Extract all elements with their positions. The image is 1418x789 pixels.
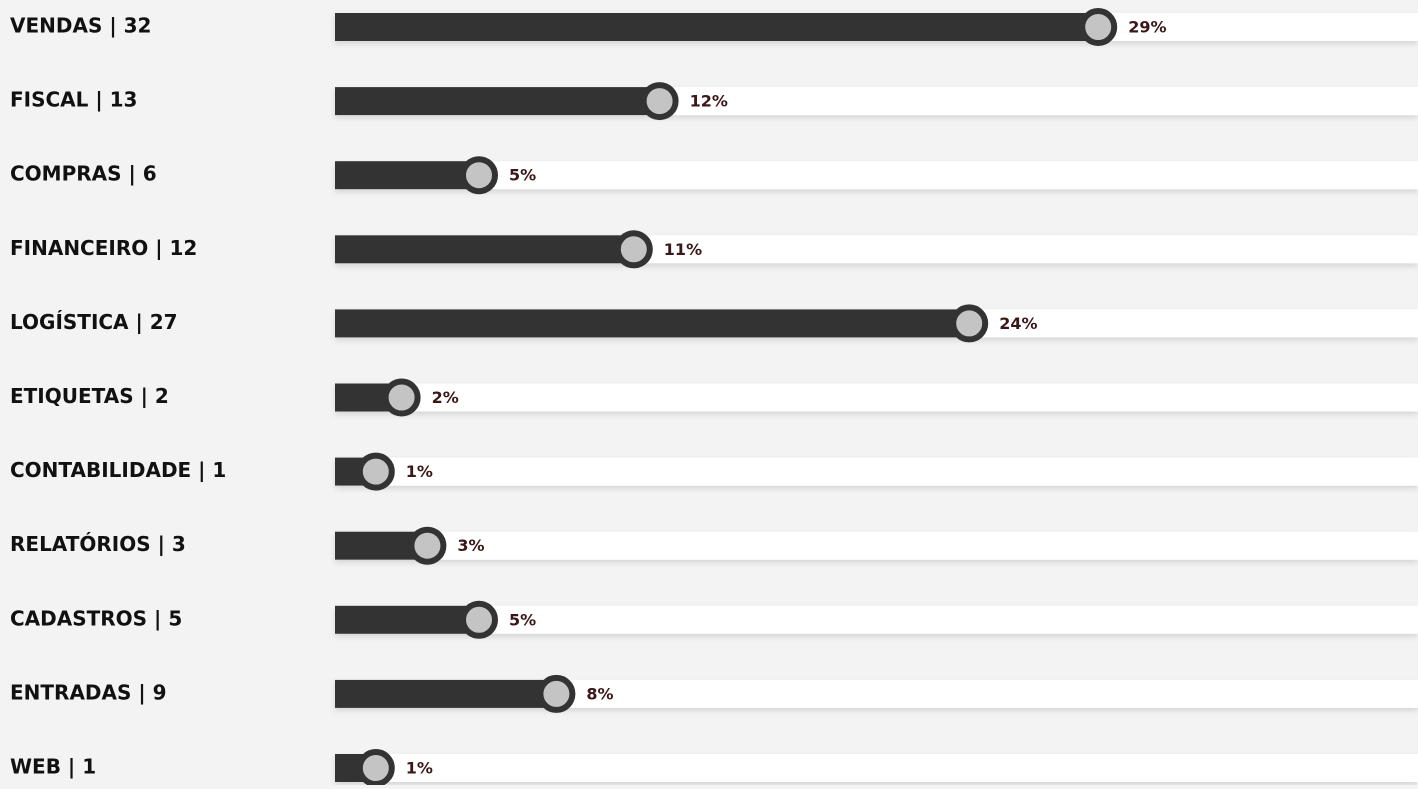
value-label: 12% xyxy=(690,92,728,111)
value-label: 24% xyxy=(999,314,1037,333)
knob xyxy=(356,452,395,491)
knob xyxy=(460,600,498,639)
bar xyxy=(335,605,479,634)
knob xyxy=(950,304,989,343)
category-label: VENDAS | 32 xyxy=(10,14,151,38)
category-label: CONTABILIDADE | 1 xyxy=(10,458,226,482)
category-label: LOGÍSTICA | 27 xyxy=(10,310,178,334)
bar xyxy=(335,679,557,708)
knob xyxy=(614,230,653,269)
category-label: COMPRAS | 6 xyxy=(10,162,157,186)
value-label: 5% xyxy=(509,610,536,629)
category-label: FISCAL | 13 xyxy=(10,88,137,112)
bar xyxy=(335,13,1099,41)
track xyxy=(335,457,1418,486)
track xyxy=(335,531,1418,560)
bar xyxy=(335,309,970,338)
value-label: 5% xyxy=(509,166,536,185)
knob xyxy=(460,156,498,195)
track xyxy=(335,754,1418,782)
category-label: RELATÓRIOS | 3 xyxy=(10,532,186,556)
category-label: FINANCEIRO | 12 xyxy=(10,236,197,260)
value-label: 8% xyxy=(586,684,613,703)
value-label: 11% xyxy=(664,240,702,259)
knob xyxy=(1079,8,1118,46)
knob xyxy=(382,378,421,417)
category-label: ETIQUETAS | 2 xyxy=(10,384,169,408)
category-label: CADASTROS | 5 xyxy=(10,606,182,630)
track xyxy=(335,605,1418,634)
value-label: 2% xyxy=(432,388,459,407)
bar xyxy=(335,161,479,190)
knob xyxy=(640,82,679,121)
category-label: WEB | 1 xyxy=(10,755,96,779)
value-label: 1% xyxy=(406,462,433,481)
track xyxy=(335,161,1418,190)
knob xyxy=(356,749,395,787)
track xyxy=(335,383,1418,412)
value-label: 29% xyxy=(1128,18,1166,37)
value-label: 3% xyxy=(457,536,484,555)
knob xyxy=(537,674,576,713)
bar xyxy=(335,235,634,264)
knob xyxy=(408,526,447,565)
category-label: ENTRADAS | 9 xyxy=(10,680,167,704)
value-label: 1% xyxy=(406,759,433,778)
bar xyxy=(335,87,660,116)
